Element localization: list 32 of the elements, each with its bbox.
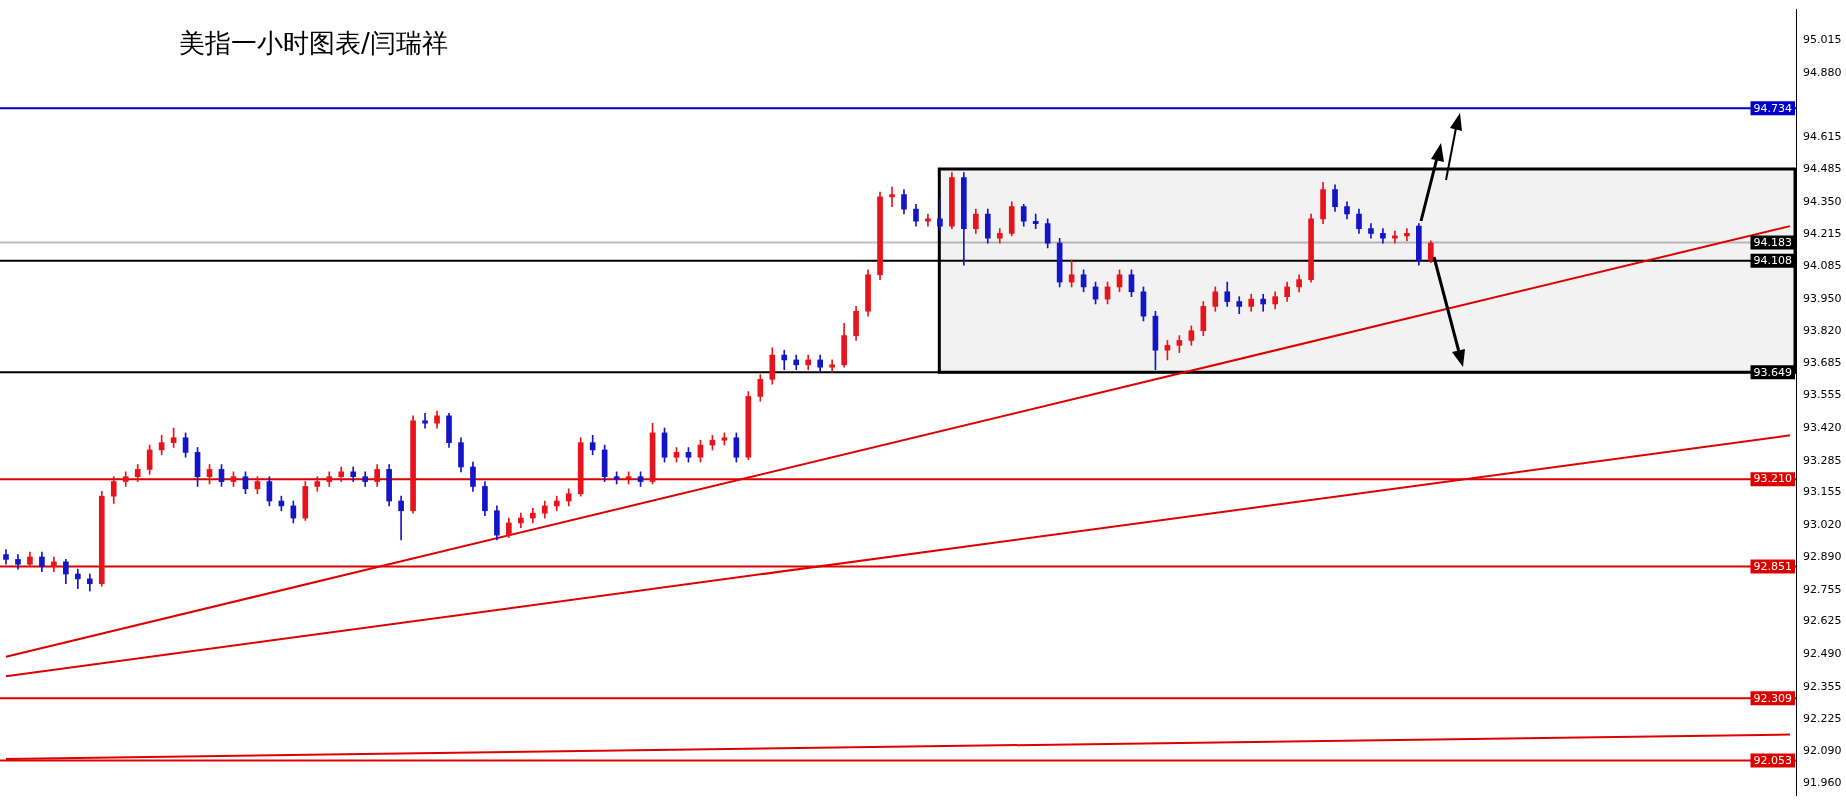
y-tick-label: 94.215 <box>1803 227 1842 241</box>
y-tick-label: 92.490 <box>1803 647 1842 661</box>
y-tick-label: 95.015 <box>1803 32 1842 46</box>
y-tick-label: 93.685 <box>1803 356 1842 370</box>
y-tick-label: 92.625 <box>1803 614 1842 628</box>
y-tick-label: 92.890 <box>1803 549 1842 563</box>
y-tick-label: 93.020 <box>1803 518 1842 532</box>
y-tick-label: 93.285 <box>1803 453 1842 467</box>
ref-line-label: 92.309 <box>1753 691 1792 705</box>
y-tick-label: 93.950 <box>1803 291 1842 305</box>
y-tick-label: 92.225 <box>1803 711 1842 725</box>
y-tick-label: 94.350 <box>1803 194 1842 208</box>
ref-line-label: 92.851 <box>1753 559 1792 573</box>
y-tick-label: 94.615 <box>1803 130 1842 144</box>
y-tick-label: 94.485 <box>1803 161 1842 175</box>
ref-line-label: 93.210 <box>1753 472 1792 486</box>
text: 美指一小时图表/闫瑞祥 <box>179 27 448 60</box>
y-tick-label: 92.090 <box>1803 744 1842 758</box>
y-tick-label: 91.960 <box>1803 776 1842 790</box>
y-tick-label: 93.820 <box>1803 323 1842 337</box>
y-tick-label: 93.420 <box>1803 420 1842 434</box>
y-tick-label: 93.155 <box>1803 485 1842 499</box>
y-tick-label: 94.085 <box>1803 259 1842 273</box>
ref-line-label: 94.108 <box>1753 254 1792 268</box>
y-tick-label: 93.555 <box>1803 388 1842 402</box>
y-tick-label: 94.880 <box>1803 65 1842 79</box>
y-tick-label: 92.755 <box>1803 582 1842 596</box>
y-tick-label: 92.355 <box>1803 680 1842 693</box>
ref-line-label: 94.734 <box>1753 101 1792 115</box>
ref-line-label: 92.053 <box>1753 753 1792 767</box>
ref-line-label: 93.649 <box>1753 365 1792 379</box>
ref-line-label: 94.183 <box>1753 235 1792 249</box>
